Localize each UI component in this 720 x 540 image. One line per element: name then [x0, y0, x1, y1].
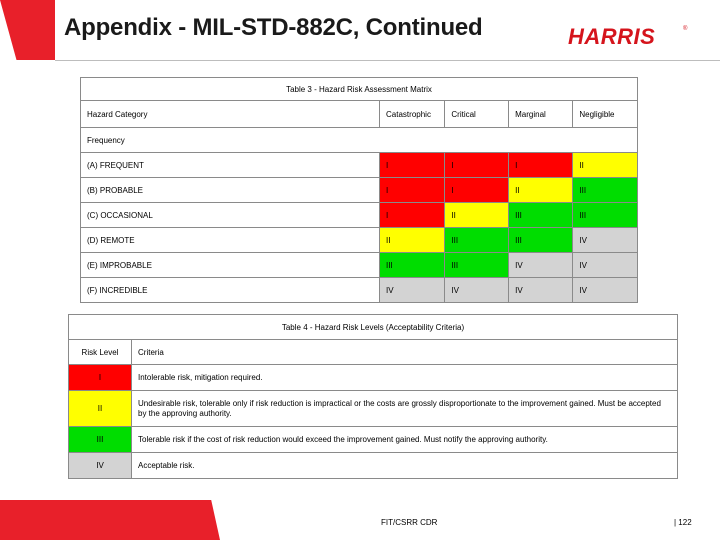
matrix-cell: IV — [572, 252, 638, 278]
matrix-cell: II — [379, 227, 446, 253]
matrix-cell: IV — [508, 252, 574, 278]
matrix-cell: II — [572, 152, 638, 178]
table4-caption: Table 4 - Hazard Risk Levels (Acceptabil… — [68, 314, 678, 340]
table-row: (C) OCCASIONAL I II III III — [79, 202, 638, 228]
matrix-cell: IV — [444, 277, 510, 303]
hazard-risk-levels-table: Table 4 - Hazard Risk Levels (Acceptabil… — [68, 314, 678, 479]
header-divider — [55, 60, 720, 61]
criteria-cell: Intolerable risk, mitigation required. — [131, 364, 678, 391]
table-row: (B) PROBABLE I I II III — [79, 177, 638, 203]
column-header-catastrophic: Catastrophic — [379, 100, 446, 128]
frequency-header: Frequency — [80, 127, 638, 153]
row-label: (A) FREQUENT — [79, 152, 381, 178]
matrix-cell: III — [572, 202, 638, 228]
risk-level-header: Risk Level — [68, 339, 132, 365]
table-row: III Tolerable risk if the cost of risk r… — [68, 426, 678, 453]
matrix-cell: III — [444, 252, 510, 278]
matrix-cell: I — [508, 152, 574, 178]
criteria-cell: Acceptable risk. — [131, 452, 678, 479]
table-row: IV Acceptable risk. — [68, 452, 678, 479]
matrix-cell: IV — [572, 227, 638, 253]
matrix-cell: IV — [508, 277, 574, 303]
table3-caption: Table 3 - Hazard Risk Assessment Matrix — [80, 77, 638, 101]
row-label: (E) IMPROBABLE — [79, 252, 381, 278]
page-number: | 122 — [674, 518, 692, 527]
matrix-cell: IV — [379, 277, 446, 303]
row-label: (F) INCREDIBLE — [79, 277, 381, 303]
row-label: (D) REMOTE — [79, 227, 381, 253]
row-label: (B) PROBABLE — [79, 177, 381, 203]
hazard-risk-assessment-matrix: Table 3 - Hazard Risk Assessment Matrix … — [79, 77, 638, 303]
matrix-cell: IV — [572, 277, 638, 303]
table-row: I Intolerable risk, mitigation required. — [68, 364, 678, 391]
criteria-header: Criteria — [131, 339, 678, 365]
footer-accent-bar — [0, 500, 220, 540]
column-header-critical: Critical — [444, 100, 510, 128]
matrix-cell: II — [508, 177, 574, 203]
column-header-negligible: Negligible — [572, 100, 638, 128]
risk-level-cell: III — [68, 426, 132, 453]
column-header-marginal: Marginal — [508, 100, 574, 128]
hazard-category-header: Hazard Category — [79, 100, 381, 128]
table-row: (E) IMPROBABLE III III IV IV — [79, 252, 638, 278]
risk-level-cell: II — [68, 390, 132, 427]
matrix-cell: I — [379, 177, 446, 203]
table-row: (F) INCREDIBLE IV IV IV IV — [79, 277, 638, 303]
matrix-cell: III — [508, 202, 574, 228]
header-accent-bar — [0, 0, 55, 60]
matrix-cell: III — [572, 177, 638, 203]
matrix-cell: III — [379, 252, 446, 278]
criteria-cell: Undesirable risk, tolerable only if risk… — [131, 390, 678, 427]
matrix-cell: II — [444, 202, 510, 228]
table-row: II Undesirable risk, tolerable only if r… — [68, 390, 678, 427]
logo-text: HARRIS — [568, 24, 655, 49]
matrix-cell: III — [508, 227, 574, 253]
risk-level-cell: IV — [68, 452, 132, 479]
matrix-cell: I — [444, 152, 510, 178]
footer-label: FIT/CSRR CDR — [381, 518, 438, 527]
matrix-cell: I — [379, 202, 446, 228]
table-row: (D) REMOTE II III III IV — [79, 227, 638, 253]
svg-text:®: ® — [683, 25, 688, 32]
matrix-cell: I — [444, 177, 510, 203]
harris-logo: HARRIS ® — [568, 24, 688, 49]
criteria-cell: Tolerable risk if the cost of risk reduc… — [131, 426, 678, 453]
matrix-cell: III — [444, 227, 510, 253]
slide-title: Appendix - MIL-STD-882C, Continued — [64, 14, 483, 41]
risk-level-cell: I — [68, 364, 132, 391]
row-label: (C) OCCASIONAL — [79, 202, 381, 228]
matrix-cell: I — [379, 152, 446, 178]
table-row: (A) FREQUENT I I I II — [79, 152, 638, 178]
